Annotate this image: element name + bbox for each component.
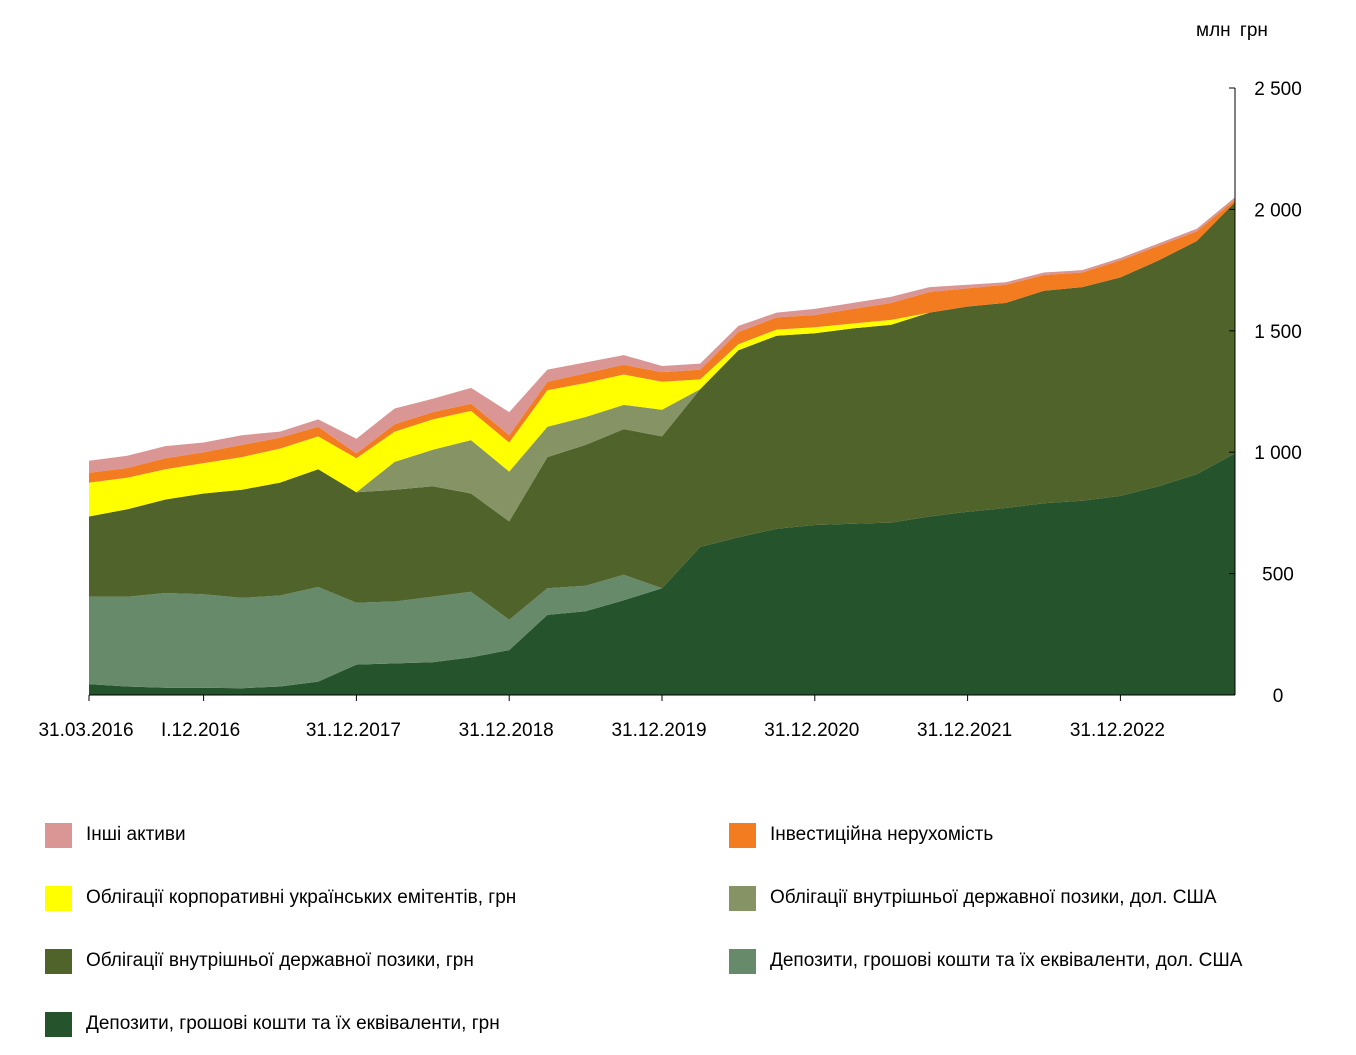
- legend-item-corporate-bonds-uah: Облігації корпоративні українських еміте…: [45, 883, 516, 913]
- x-tick-label: 31.12.2022: [1070, 720, 1165, 741]
- legend-item-other-assets: Інші активи: [45, 820, 186, 850]
- x-tick-label: 31.03.2016: [38, 720, 133, 741]
- y-tick-label: 2 500: [1254, 79, 1302, 100]
- y-tick-label: 1 000: [1254, 443, 1302, 464]
- x-tick-label: 31.12.2019: [611, 720, 706, 741]
- y-tick-label: 2 000: [1254, 200, 1302, 221]
- y-tick-label: 500: [1262, 565, 1294, 586]
- x-tick-label: I.12.2016: [161, 720, 240, 741]
- legend-swatch: [729, 885, 756, 911]
- x-tick-label: 31.12.2020: [764, 720, 859, 741]
- area-series-0: [89, 453, 1235, 695]
- legend-item-investment-property: Інвестиційна нерухомість: [729, 820, 993, 850]
- axes-group: 0 500 1 000 1 500 2 000 2 500 31.03.2016 I.12.2…: [38, 79, 1301, 741]
- area-series-6: [89, 197, 1235, 473]
- legend-swatch: [45, 948, 72, 974]
- legend-item-deposits-uah: Депозити, грошові кошти та їх еквівалент…: [45, 1009, 500, 1039]
- area-series-2: [89, 202, 1235, 620]
- legend-label: Інші активи: [86, 824, 186, 845]
- legend-label: Депозити, грошові кошти та їх еквівалент…: [770, 950, 1243, 971]
- area-series-5: [89, 199, 1235, 483]
- legend-item-government-bonds-uah: Облігації внутрішньої державної позики, …: [45, 946, 474, 976]
- x-tick-label: 31.12.2021: [917, 720, 1012, 741]
- area-series-4: [89, 202, 1235, 517]
- x-tick-label: 31.12.2017: [306, 720, 401, 741]
- legend-item-government-bonds-usd: Облігації внутрішньої державної позики, …: [729, 883, 1217, 913]
- y-tick-label: 0: [1273, 686, 1284, 707]
- legend-swatch: [45, 822, 72, 848]
- legend-swatch: [45, 885, 72, 911]
- legend-swatch: [45, 1011, 72, 1037]
- legend-swatch: [729, 822, 756, 848]
- legend-label: Інвестиційна нерухомість: [770, 824, 994, 845]
- legend-label: Облігації внутрішньої державної позики, …: [770, 887, 1217, 908]
- legend-label: Депозити, грошові кошти та їх еквівалент…: [86, 1013, 500, 1034]
- legend-label: Облігації внутрішньої державної позики, …: [86, 950, 474, 971]
- chart-legend: Інші активи Інвестиційна нерухомість Обл…: [0, 800, 1356, 1050]
- y-tick-label: 1 500: [1254, 322, 1302, 343]
- legend-swatch: [729, 948, 756, 974]
- legend-item-deposits-usd: Депозити, грошові кошти та їх еквівалент…: [729, 946, 1242, 976]
- area-series-group: [89, 197, 1235, 695]
- y-axis-unit-label: млн грн: [1196, 20, 1268, 41]
- area-series-1: [89, 453, 1235, 689]
- x-tick-label: 31.12.2018: [459, 720, 554, 741]
- legend-label: Облігації корпоративні українських еміте…: [86, 887, 517, 908]
- stacked-area-chart: 0 500 1 000 1 500 2 000 2 500 31.03.2016 I.12.2…: [38, 79, 1301, 741]
